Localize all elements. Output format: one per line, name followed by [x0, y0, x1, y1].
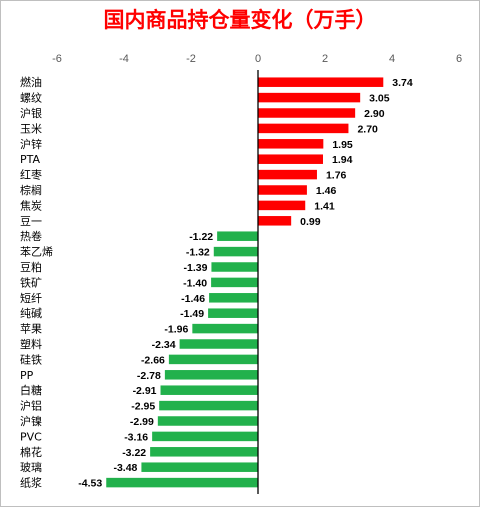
data-label: 1.41 [314, 200, 335, 212]
data-label: -1.39 [183, 262, 207, 274]
category-label: 红枣 [20, 169, 42, 182]
bar [258, 139, 324, 149]
category-label: 燃油 [20, 75, 42, 89]
bar [159, 400, 258, 411]
category-label: 纯碱 [20, 307, 42, 320]
bar [211, 262, 258, 272]
bar [152, 431, 258, 442]
category-label: 沪锌 [20, 137, 42, 151]
category-label: PP [20, 369, 34, 382]
data-label: 2.70 [357, 123, 378, 135]
bar [258, 216, 292, 226]
category-label: 豆粕 [20, 260, 42, 274]
data-label: -1.40 [183, 277, 207, 289]
category-label: 苹果 [20, 322, 42, 336]
data-label: 1.76 [326, 170, 347, 182]
data-label: -2.34 [152, 339, 176, 351]
category-label: 硅铁 [20, 353, 42, 366]
bar [258, 200, 306, 211]
bar [150, 447, 258, 457]
data-label: -1.49 [180, 308, 204, 320]
bar [258, 108, 356, 118]
category-label: 棕榈 [20, 183, 42, 197]
category-label: 螺纹 [20, 91, 42, 105]
data-label: -4.53 [78, 478, 102, 490]
category-label: 沪镍 [20, 414, 42, 428]
data-label: -3.22 [122, 447, 146, 459]
chart-title: 国内商品持仓量变化（万手） [103, 8, 377, 32]
category-label: 玻璃 [20, 460, 42, 474]
x-tick-label: -4 [119, 53, 129, 65]
bar [217, 231, 258, 241]
data-label: -2.91 [133, 385, 157, 397]
category-label: 白糖 [20, 383, 42, 397]
category-label: 铁矿 [20, 276, 42, 289]
data-label: 2.90 [364, 108, 385, 120]
bar [258, 123, 349, 134]
data-label: -2.95 [131, 401, 155, 413]
x-tick-label: 4 [389, 53, 395, 65]
bar [179, 339, 258, 349]
bar [141, 462, 258, 472]
x-tick-label: -2 [186, 53, 196, 65]
bar [164, 370, 258, 380]
data-label: -1.32 [186, 247, 210, 259]
data-label: -1.22 [189, 231, 213, 243]
x-tick-label: 2 [322, 53, 328, 65]
bar [106, 477, 259, 488]
bar [211, 277, 258, 288]
x-tick-label: -6 [52, 53, 62, 65]
category-label: 玉米 [20, 122, 42, 135]
data-label: 0.99 [300, 216, 321, 228]
data-label: 1.46 [316, 185, 337, 197]
category-label: 豆一 [20, 215, 42, 228]
bar [192, 323, 258, 334]
bar [213, 246, 258, 257]
bar [258, 154, 323, 164]
data-label: -2.78 [137, 370, 161, 382]
bar [258, 77, 384, 87]
category-label: PTA [20, 153, 40, 166]
x-tick-label: 6 [456, 53, 462, 65]
data-label: 1.94 [332, 154, 353, 166]
data-label: -2.66 [141, 354, 165, 366]
data-label: -2.99 [130, 416, 154, 428]
bar [258, 185, 307, 195]
data-label: -3.48 [113, 462, 137, 474]
category-label: 焦炭 [20, 199, 42, 212]
bar [157, 416, 258, 426]
data-label: 1.95 [332, 139, 353, 151]
bar [258, 92, 361, 103]
category-label: 棉花 [20, 445, 42, 459]
category-label: 短纤 [20, 291, 42, 305]
bar [208, 308, 258, 318]
data-label: -1.46 [181, 293, 205, 305]
data-label: 3.05 [369, 93, 390, 105]
category-label: 纸浆 [20, 476, 42, 490]
bar [160, 385, 258, 395]
bar [168, 354, 258, 365]
category-label: 苯乙烯 [20, 245, 53, 259]
category-label: 沪银 [20, 106, 42, 120]
category-label: 热卷 [20, 229, 42, 243]
category-label: 沪铝 [20, 399, 42, 413]
category-label: PVC [20, 430, 42, 443]
category-label: 塑料 [20, 337, 42, 351]
bar [258, 169, 317, 180]
data-label: -1.96 [164, 324, 188, 336]
x-tick-label: 0 [255, 53, 261, 65]
bar [209, 293, 258, 303]
data-label: -3.16 [124, 431, 148, 443]
data-label: 3.74 [392, 77, 413, 89]
